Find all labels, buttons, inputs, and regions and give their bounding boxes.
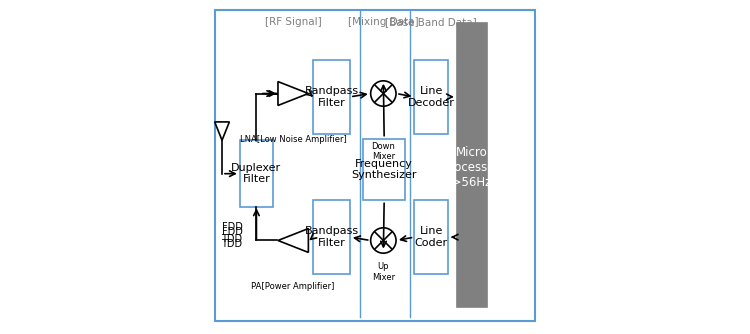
Text: PA[Power Amplifier]: PA[Power Amplifier] xyxy=(251,282,334,291)
Text: Micro
processor
(>56Hz): Micro processor (>56Hz) xyxy=(443,146,500,188)
FancyBboxPatch shape xyxy=(415,200,448,274)
Text: [Mixing Data]: [Mixing Data] xyxy=(348,17,418,27)
FancyBboxPatch shape xyxy=(314,60,350,134)
FancyBboxPatch shape xyxy=(363,139,405,200)
Text: Bandpass
Filter: Bandpass Filter xyxy=(304,86,358,108)
FancyBboxPatch shape xyxy=(314,200,350,274)
FancyBboxPatch shape xyxy=(457,23,487,307)
Text: Frequency
Synthesizer: Frequency Synthesizer xyxy=(352,159,417,180)
Text: Line
Coder: Line Coder xyxy=(415,226,448,248)
FancyBboxPatch shape xyxy=(214,10,536,321)
Text: Down
Mixer: Down Mixer xyxy=(371,142,395,161)
Text: Bandpass
Filter: Bandpass Filter xyxy=(304,226,358,248)
Text: Up
Mixer: Up Mixer xyxy=(372,262,395,282)
Text: [Base Band Data]: [Base Band Data] xyxy=(386,17,477,27)
Text: Duplexer
Filter: Duplexer Filter xyxy=(231,163,281,184)
FancyBboxPatch shape xyxy=(415,60,448,134)
Text: LNA[Low Noise Amplifier]: LNA[Low Noise Amplifier] xyxy=(240,135,346,144)
Text: Line
Decoder: Line Decoder xyxy=(408,86,454,108)
Text: FDD
TDD: FDD TDD xyxy=(221,227,242,249)
FancyBboxPatch shape xyxy=(240,140,273,207)
Text: [RF Signal]: [RF Signal] xyxy=(265,17,322,27)
Text: FDD
TDD: FDD TDD xyxy=(221,222,242,244)
